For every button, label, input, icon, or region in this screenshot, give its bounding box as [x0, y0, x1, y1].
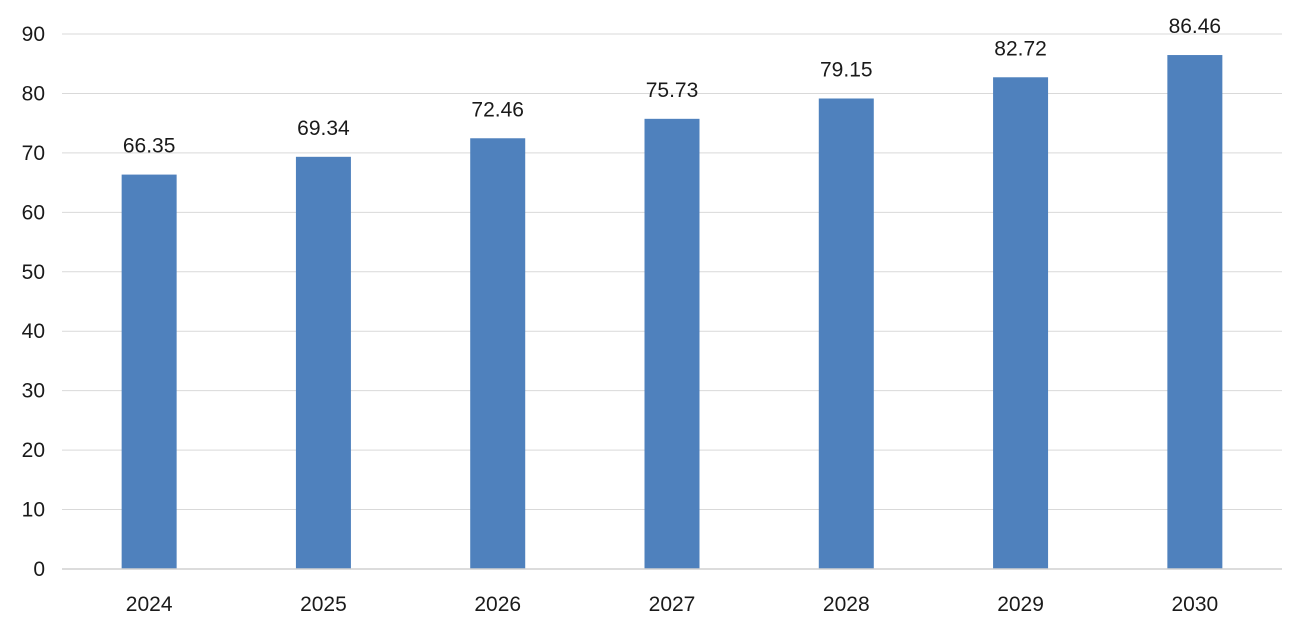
- y-tick-label: 50: [22, 261, 45, 284]
- x-tick-label-2027: 2027: [649, 593, 696, 616]
- y-tick-label: 40: [22, 320, 45, 343]
- data-labels: 66.35 69.34 72.46 75.73 79.15 82.72 86.46: [123, 15, 1221, 158]
- data-label-2024: 66.35: [123, 135, 176, 158]
- bar-2029: [993, 77, 1049, 569]
- y-axis-tick-labels: 0 10 20 30 40 50 60 70 80 90: [22, 23, 45, 581]
- y-tick-label: 70: [22, 142, 45, 165]
- bar-2025: [295, 156, 351, 569]
- x-axis-tick-labels: 2024 2025 2026 2027 2028 2029 2030: [126, 593, 1218, 616]
- bar-2028: [818, 98, 874, 569]
- bars: [121, 55, 1223, 570]
- bar-2026: [470, 138, 526, 569]
- x-tick-label-2026: 2026: [474, 593, 521, 616]
- data-label-2026: 72.46: [471, 98, 524, 121]
- x-tick-label-2029: 2029: [997, 593, 1044, 616]
- bar-2027: [644, 118, 700, 570]
- y-tick-label: 10: [22, 499, 45, 522]
- y-tick-label: 0: [33, 558, 45, 581]
- y-tick-label: 80: [22, 82, 45, 105]
- bar-2030: [1167, 55, 1223, 569]
- y-tick-label: 90: [22, 23, 45, 46]
- x-tick-label-2024: 2024: [126, 593, 173, 616]
- data-label-2027: 75.73: [646, 79, 699, 102]
- bar-2024: [121, 174, 177, 569]
- data-label-2029: 82.72: [994, 37, 1047, 60]
- x-tick-label-2028: 2028: [823, 593, 870, 616]
- data-label-2025: 69.34: [297, 117, 350, 140]
- data-label-2028: 79.15: [820, 58, 873, 81]
- x-tick-label-2030: 2030: [1171, 593, 1218, 616]
- data-label-2030: 86.46: [1169, 15, 1222, 38]
- y-tick-label: 30: [22, 380, 45, 403]
- x-tick-label-2025: 2025: [300, 593, 347, 616]
- y-tick-label: 20: [22, 439, 45, 462]
- y-tick-label: 60: [22, 201, 45, 224]
